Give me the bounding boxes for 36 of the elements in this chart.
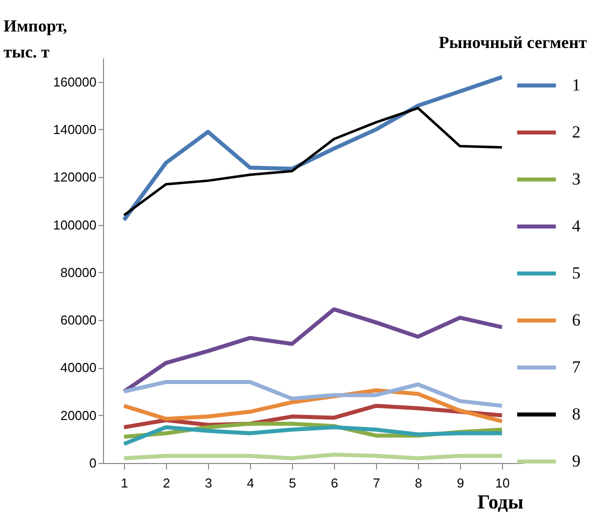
y-tick-label: 0 — [89, 456, 96, 470]
y-tick-label: 120000 — [53, 170, 96, 185]
line-series — [122, 75, 504, 222]
legend-label: 7 — [572, 358, 581, 376]
y-axis-title: Импорт, тыс. т — [4, 16, 68, 62]
y-tick-label: 100000 — [53, 217, 96, 232]
x-tick-label: 7 — [372, 476, 380, 490]
x-tick-label: 5 — [288, 476, 296, 490]
line-series — [122, 380, 504, 408]
line-series — [122, 425, 504, 446]
legend-label: 6 — [572, 310, 580, 330]
x-tick-label: 6 — [330, 476, 338, 490]
legend-label: 2 — [572, 122, 580, 142]
x-tick-label: 9 — [456, 476, 464, 490]
line-series — [122, 307, 504, 394]
y-tick-label: 60000 — [60, 312, 96, 328]
x-tick-label: 10 — [495, 476, 510, 490]
legend-label: 1 — [572, 76, 580, 94]
x-tick-label: 8 — [414, 476, 422, 490]
x-axis-title: Годы — [477, 492, 524, 514]
legend-label: 4 — [572, 216, 581, 236]
line-series — [122, 106, 504, 216]
y-tick-label: 160000 — [53, 74, 96, 90]
legend-label: 8 — [572, 404, 580, 424]
y-tick-label: 140000 — [53, 122, 96, 137]
legend-title: Рыночный сегмент — [438, 33, 588, 52]
legend-label: 3 — [572, 170, 580, 188]
x-tick-label: 1 — [120, 476, 128, 490]
x-tick-label: 2 — [162, 476, 170, 490]
y-tick-label: 20000 — [60, 408, 96, 423]
y-tick-label: 80000 — [60, 264, 96, 280]
x-tick-label: 4 — [246, 476, 254, 490]
legend-label: 9 — [572, 452, 580, 470]
y-tick-label: 40000 — [60, 360, 96, 376]
legend-label: 5 — [572, 264, 580, 282]
x-tick-label: 3 — [204, 476, 212, 490]
